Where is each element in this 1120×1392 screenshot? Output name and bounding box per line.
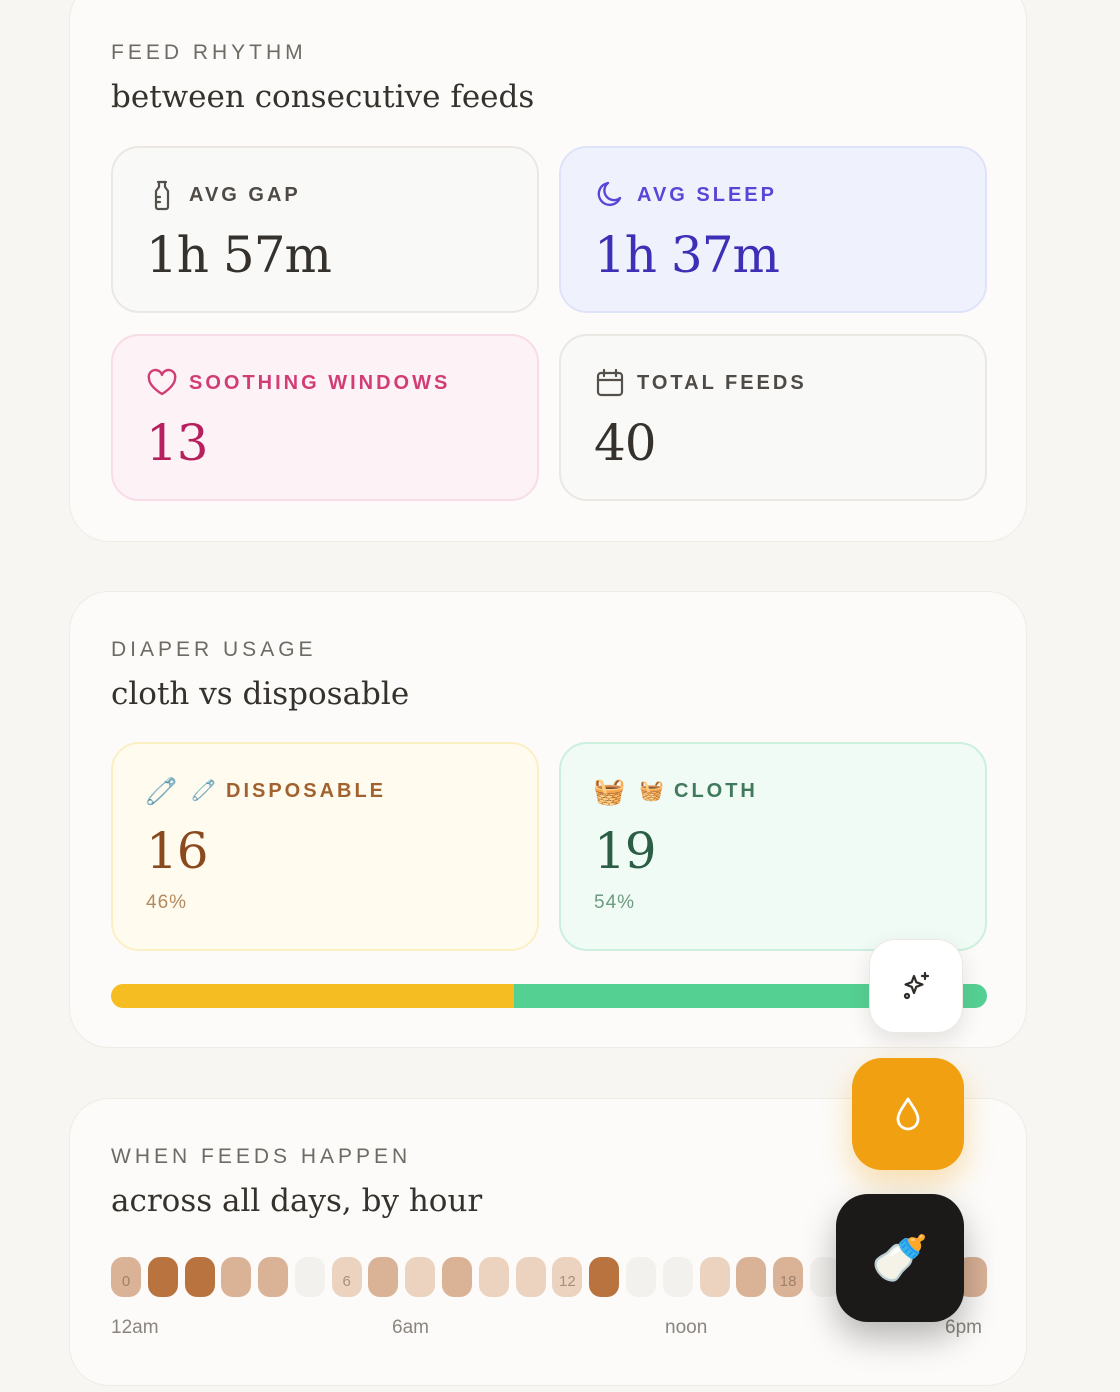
feed-hours-subtitle: across all days, by hour [111, 1183, 483, 1219]
hour-cell-0: 0 [111, 1257, 141, 1297]
heart-icon [147, 368, 177, 396]
cloth-percent: 54% [594, 892, 636, 913]
hour-cell-12: 12 [552, 1257, 583, 1297]
hour-cell-5 [294, 1257, 325, 1297]
basket-icon: 🧺 [593, 776, 626, 806]
diaper-usage-eyebrow: DIAPER USAGE [111, 638, 317, 661]
feed-rhythm-eyebrow: FEED RHYTHM [111, 41, 307, 64]
disposable-percent: 46% [146, 892, 188, 913]
disposable-label: DISPOSABLE [226, 780, 387, 802]
insights-button[interactable] [869, 939, 963, 1033]
hour-cell-15 [662, 1257, 693, 1297]
total-feeds-tile: TOTAL FEEDS 40 [559, 334, 987, 501]
safety-pin-small-icon: 🧷 [191, 780, 216, 802]
avg-gap-value: 1h 57m [146, 226, 332, 284]
hour-cell-7 [368, 1257, 399, 1297]
hour-cell-10 [478, 1257, 509, 1297]
moon-icon [597, 181, 622, 207]
axis-label-12am: 12am [111, 1317, 159, 1338]
axis-label-noon: noon [665, 1317, 708, 1338]
safety-pin-icon: 🧷 [145, 776, 178, 806]
hour-cell-19 [809, 1257, 840, 1297]
cloth-label: CLOTH [674, 780, 758, 802]
hour-cell-2 [184, 1257, 215, 1297]
avg-sleep-value: 1h 37m [594, 226, 780, 284]
hour-cell-13 [589, 1257, 620, 1297]
hour-cell-14 [625, 1257, 656, 1297]
disposable-share-segment [111, 984, 514, 1008]
diaper-usage-card: DIAPER USAGE cloth vs disposable 🧷 🧷 DIS… [69, 591, 1027, 1048]
cloth-count: 19 [594, 822, 657, 880]
log-feed-button[interactable]: 🍼 [836, 1194, 964, 1322]
baby-bottle-icon: 🍼 [871, 1232, 929, 1284]
hour-cell-9 [442, 1257, 473, 1297]
axis-label-6am: 6am [392, 1317, 429, 1338]
soothing-windows-label: SOOTHING WINDOWS [189, 372, 451, 394]
axis-label-6pm: 6pm [945, 1317, 982, 1338]
hour-cell-16 [699, 1257, 730, 1297]
soothing-windows-value: 13 [146, 414, 209, 472]
soothing-windows-tile: SOOTHING WINDOWS 13 [111, 334, 539, 501]
avg-gap-tile: AVG GAP 1h 57m [111, 146, 539, 313]
hour-cell-11 [515, 1257, 546, 1297]
basket-small-icon: 🧺 [639, 780, 664, 802]
hour-cell-1 [147, 1257, 178, 1297]
hour-cell-6: 6 [331, 1257, 362, 1297]
disposable-tile: 🧷 🧷 DISPOSABLE 16 46% [111, 742, 539, 951]
hour-cell-4 [258, 1257, 289, 1297]
disposable-count: 16 [146, 822, 209, 880]
cloth-tile: 🧺 🧺 CLOTH 19 54% [559, 742, 987, 951]
feed-rhythm-card: FEED RHYTHM between consecutive feeds AV… [69, 0, 1027, 542]
total-feeds-label: TOTAL FEEDS [637, 372, 807, 394]
hour-cell-18: 18 [773, 1257, 804, 1297]
feed-hours-eyebrow: WHEN FEEDS HAPPEN [111, 1145, 412, 1168]
avg-sleep-tile: AVG SLEEP 1h 37m [559, 146, 987, 313]
diaper-usage-subtitle: cloth vs disposable [111, 676, 410, 712]
bottle-icon [154, 180, 170, 211]
feed-rhythm-subtitle: between consecutive feeds [111, 79, 535, 115]
diaper-split-bar [111, 984, 987, 1008]
hour-cell-17 [736, 1257, 767, 1297]
sparkle-icon [903, 971, 930, 1000]
log-diaper-button[interactable] [852, 1058, 964, 1170]
avg-gap-label: AVG GAP [189, 184, 301, 206]
total-feeds-value: 40 [594, 414, 657, 472]
hour-cell-8 [405, 1257, 436, 1297]
hour-cell-3 [221, 1257, 252, 1297]
drop-icon [896, 1097, 920, 1131]
calendar-icon [596, 368, 624, 397]
avg-sleep-label: AVG SLEEP [637, 184, 777, 206]
